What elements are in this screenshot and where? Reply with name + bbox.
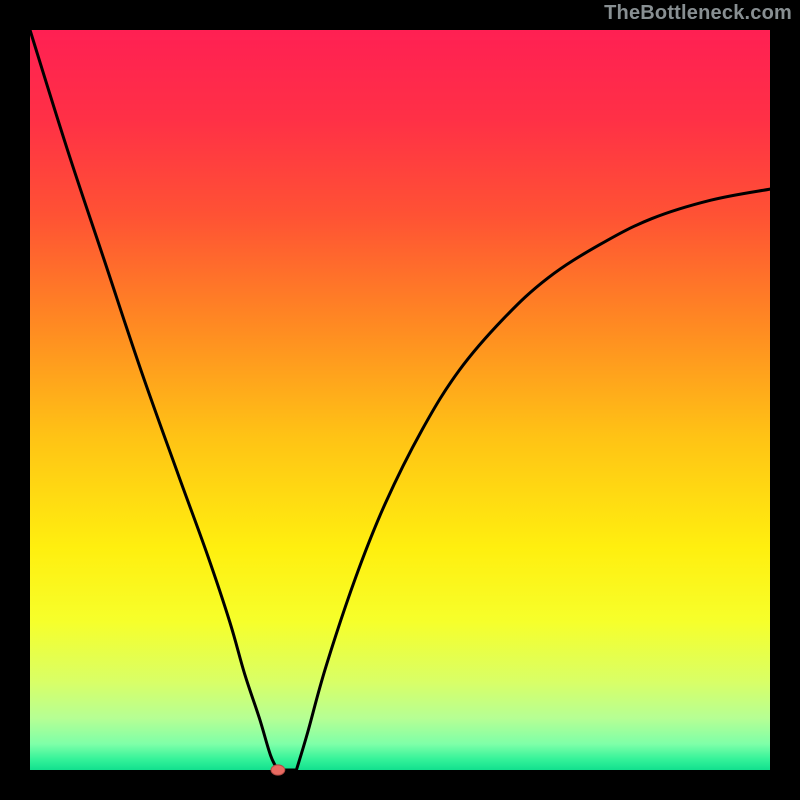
optimal-marker — [271, 765, 285, 775]
watermark-text: TheBottleneck.com — [604, 2, 792, 25]
bottleneck-plot — [0, 0, 800, 800]
gradient-panel — [30, 30, 770, 770]
chart-stage: TheBottleneck.com — [0, 0, 800, 800]
